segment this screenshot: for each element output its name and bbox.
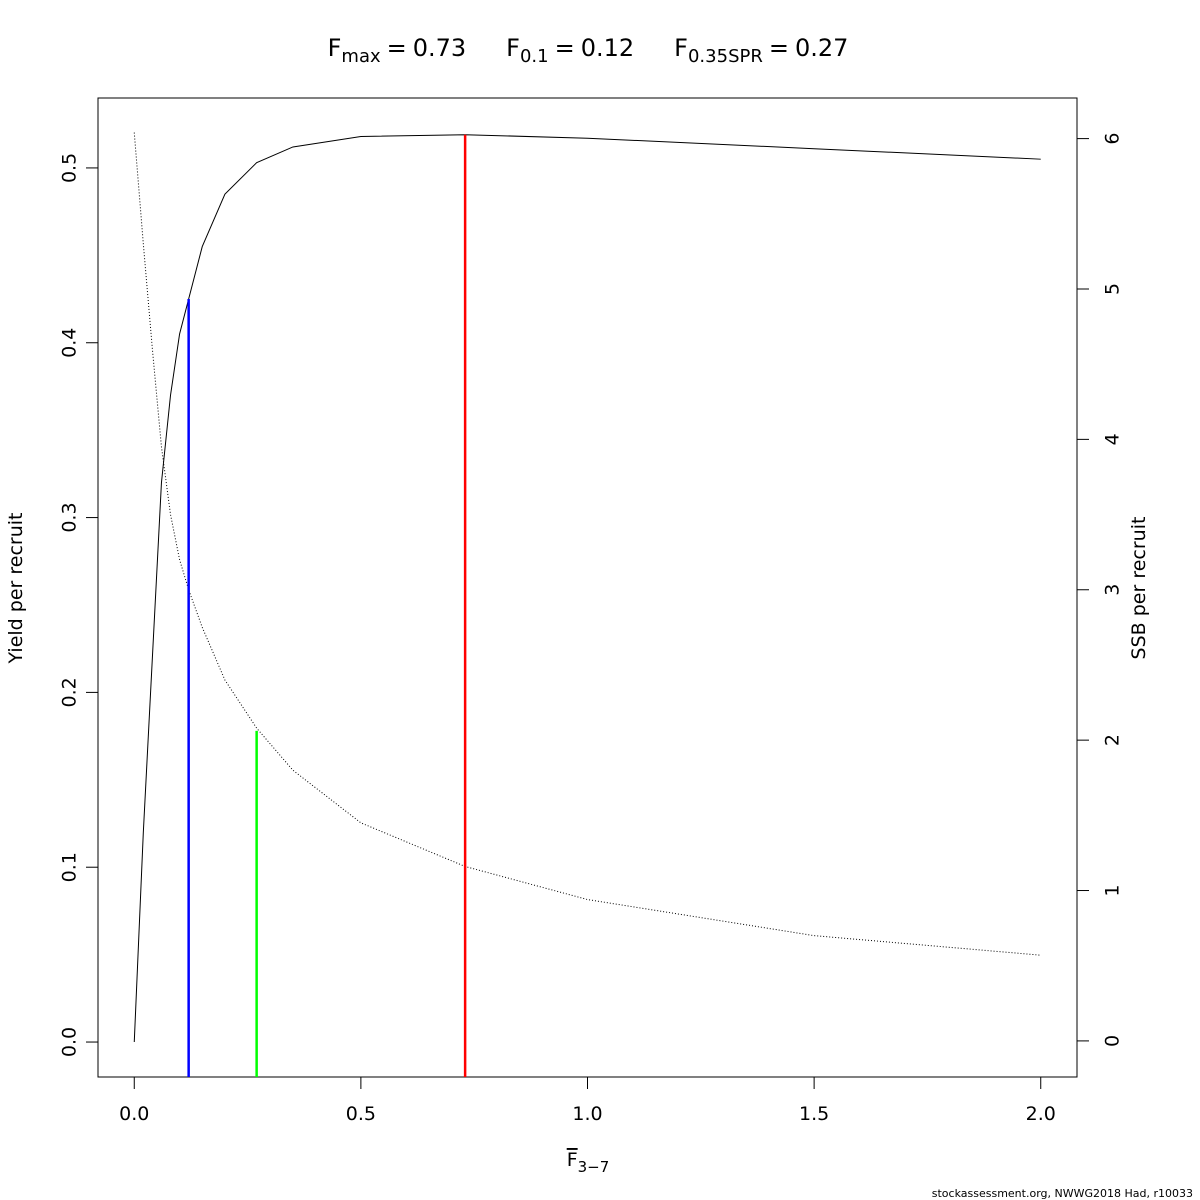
y-tick-label: 0.1 <box>59 852 81 882</box>
title-symbol: F <box>506 34 520 62</box>
y-tick-label: 0.0 <box>59 1027 81 1057</box>
y-tick-label: 0.5 <box>59 153 81 183</box>
chart-title: Fmax = 0.73 F0.1 = 0.12 F0.35SPR = 0.27 <box>328 34 849 67</box>
footnote: stockassessment.org, NWWG2018 Had, r1003… <box>932 1187 1193 1200</box>
y2-tick-label: 5 <box>1102 283 1124 295</box>
y2-axis-title: SSB per recruit <box>1128 517 1150 660</box>
title-value: 0.73 <box>413 34 466 62</box>
x-tick-label: 2.0 <box>1026 1103 1056 1125</box>
ssb-curve <box>133 132 1041 956</box>
plot-frame <box>97 97 1078 1078</box>
y2-tick-label: 6 <box>1102 133 1124 145</box>
x-axis-title: F3−7 <box>567 1149 610 1176</box>
title-value: 0.27 <box>795 34 848 62</box>
title-value: 0.12 <box>581 34 634 62</box>
x-tick-label: 0.0 <box>119 1103 149 1125</box>
title-subscript: 0.35SPR <box>688 46 763 67</box>
y2-tick-label: 3 <box>1102 584 1124 596</box>
title-relation: = <box>555 34 575 62</box>
x-axis-title-subscript: 3−7 <box>578 1158 610 1176</box>
title-symbol: F <box>328 34 342 62</box>
x-axis-title-symbol: F <box>567 1149 578 1171</box>
title-subscript: max <box>341 46 381 67</box>
x-tick-label: 1.0 <box>572 1103 602 1125</box>
yield-curve <box>133 134 1041 1043</box>
title-relation: = <box>769 34 789 62</box>
y-axis-title: Yield per recruit <box>5 513 27 665</box>
x-tick-label: 0.5 <box>346 1103 376 1125</box>
title-symbol: F <box>674 34 688 62</box>
y2-tick-label: 2 <box>1102 734 1124 746</box>
y2-tick-label: 4 <box>1102 433 1124 445</box>
y-tick-label: 0.2 <box>59 677 81 707</box>
title-subscript: 0.1 <box>520 46 549 67</box>
title-relation: = <box>387 34 407 62</box>
y-tick-label: 0.3 <box>59 502 81 532</box>
y2-tick-label: 1 <box>1102 884 1124 896</box>
y2-tick-label: 0 <box>1102 1035 1124 1047</box>
y-tick-label: 0.4 <box>59 328 81 358</box>
x-tick-label: 1.5 <box>799 1103 829 1125</box>
